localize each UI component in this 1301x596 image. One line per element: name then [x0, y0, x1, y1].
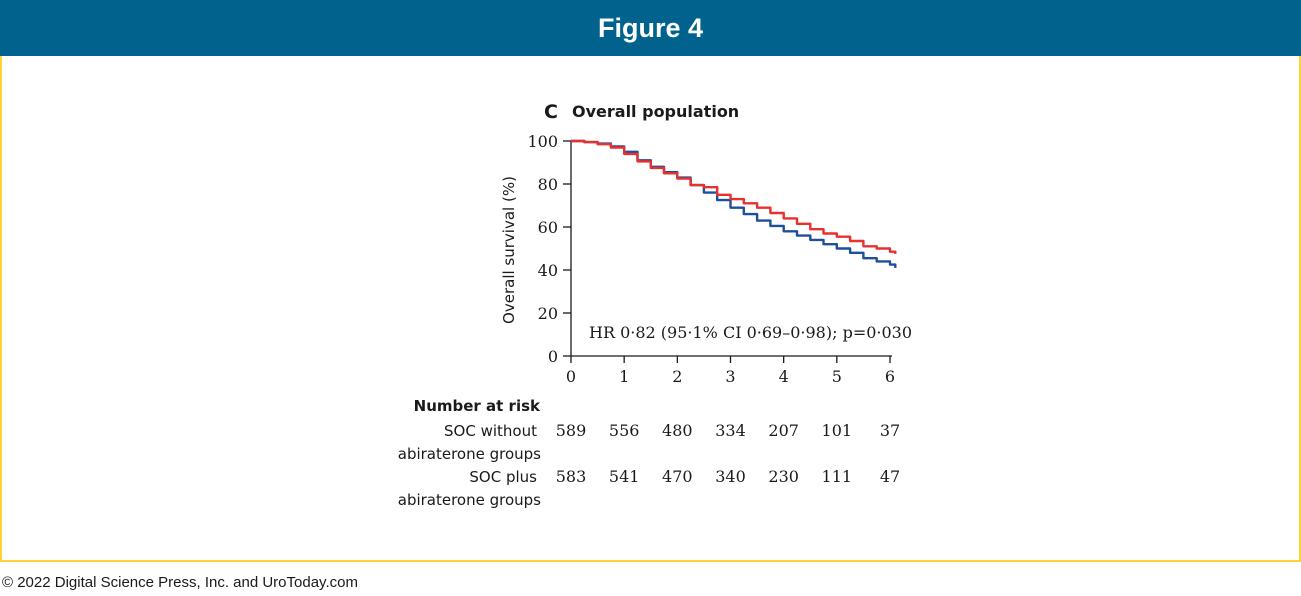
risk-row-label: SOC without — [444, 422, 537, 440]
y-tick-label: 20 — [538, 304, 558, 323]
risk-row-label: SOC plus — [469, 468, 537, 486]
risk-count: 230 — [768, 467, 799, 486]
y-tick-label: 0 — [548, 347, 558, 366]
y-tick-label: 40 — [538, 261, 558, 280]
figure-banner: Figure 4 — [0, 0, 1301, 56]
risk-count: 541 — [609, 467, 640, 486]
risk-count: 589 — [556, 421, 587, 440]
figure-frame — [0, 56, 1301, 562]
survival-curve-soc-plus — [571, 139, 897, 254]
risk-count: 556 — [609, 421, 640, 440]
risk-count: 470 — [662, 467, 693, 486]
chart-axes: 0 20 40 60 80 100 0 1 2 3 4 5 6 — [527, 132, 895, 386]
x-tick-label: 6 — [885, 367, 895, 386]
risk-count: 111 — [822, 467, 853, 486]
x-tick-label: 5 — [832, 367, 842, 386]
x-tick-label: 4 — [779, 367, 789, 386]
x-tick-label: 1 — [619, 367, 629, 386]
risk-count: 334 — [715, 421, 746, 440]
x-tick-label: 2 — [672, 367, 682, 386]
hazard-ratio-annotation: HR 0·82 (95·1% CI 0·69–0·98); p=0·030 — [589, 323, 912, 342]
risk-count: 47 — [880, 467, 900, 486]
risk-count: 583 — [556, 467, 587, 486]
risk-count: 340 — [715, 467, 746, 486]
y-tick-label: 100 — [527, 132, 558, 151]
risk-count: 101 — [822, 421, 853, 440]
risk-count: 37 — [880, 421, 900, 440]
x-tick-label: 3 — [725, 367, 735, 386]
figure-title: Figure 4 — [597, 12, 704, 43]
copyright-footer: © 2022 Digital Science Press, Inc. and U… — [2, 574, 358, 591]
risk-count: 480 — [662, 421, 693, 440]
chart-title: Overall population — [572, 102, 739, 121]
y-tick-label: 60 — [538, 218, 558, 237]
risk-count: 207 — [768, 421, 799, 440]
y-axis-label: Overall survival (%) — [500, 176, 518, 324]
panel-letter: C — [544, 101, 558, 123]
x-tick-label: 0 — [566, 367, 576, 386]
risk-row-label-line2: abiraterone groups — [398, 491, 541, 509]
survival-curve-soc-without — [571, 139, 897, 268]
risk-table: SOC without abiraterone groups 589 556 480 33… — [398, 421, 900, 509]
y-tick-label: 80 — [538, 175, 558, 194]
risk-row-label-line2: abiraterone groups — [398, 445, 541, 463]
risk-table-title: Number at risk — [414, 397, 541, 415]
chart-series — [571, 139, 897, 268]
